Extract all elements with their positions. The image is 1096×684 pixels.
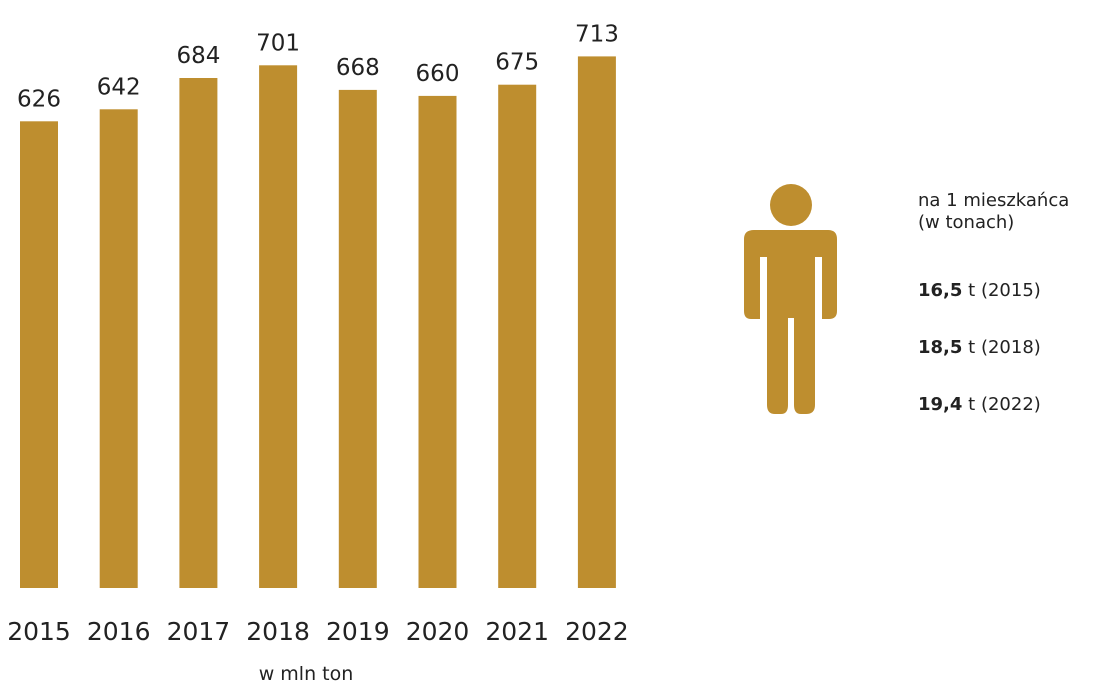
bar-2020	[418, 95, 457, 589]
bar-2018	[259, 65, 298, 589]
per-capita-year: (2022)	[980, 394, 1041, 415]
per-capita-entry: 18,5 t (2018)	[918, 337, 1041, 359]
x-tick-label-2021: 2021	[485, 617, 549, 646]
per-capita-unit: t	[962, 280, 976, 301]
x-tick-label-2018: 2018	[246, 617, 310, 646]
value-labels-group: 626 642 684 701 668 660 675 713	[17, 21, 619, 112]
per-capita-value: 19,4	[918, 394, 963, 415]
per-capita-year: (2015)	[980, 280, 1041, 301]
value-label-2015: 626	[17, 86, 61, 112]
per-capita-value: 16,5	[918, 280, 963, 301]
value-label-2021: 675	[495, 50, 539, 76]
value-label-2020: 660	[416, 61, 460, 87]
per-capita-value: 18,5	[918, 337, 963, 358]
value-label-2016: 642	[97, 74, 141, 100]
value-label-2018: 701	[256, 30, 300, 56]
per-capita-heading-line1: na 1 mieszkańca	[918, 190, 1070, 211]
x-tick-label-2016: 2016	[87, 617, 151, 646]
x-tick-label-2017: 2017	[167, 617, 231, 646]
value-label-2019: 668	[336, 55, 380, 81]
bar-2021	[498, 84, 537, 588]
x-tick-label-2019: 2019	[326, 617, 390, 646]
bar-2015	[20, 121, 58, 589]
per-capita-entry: 16,5 t (2015)	[918, 280, 1041, 302]
per-capita-panel: na 1 mieszkańca (w tonach) 16,5 t (2015)…	[918, 190, 1070, 415]
bars-group	[20, 56, 616, 589]
value-label-2017: 684	[176, 43, 220, 69]
x-tick-labels-group: 2015 2016 2017 2018 2019 2020 2021 2022	[7, 617, 629, 646]
x-tick-label-2020: 2020	[406, 617, 470, 646]
x-tick-label-2022: 2022	[565, 617, 629, 646]
x-tick-label-2015: 2015	[7, 617, 71, 646]
bar-2019	[338, 89, 377, 589]
bar-2017	[179, 78, 218, 588]
per-capita-heading-line2: (w tonach)	[918, 212, 1015, 233]
x-axis-unit-label: w mln ton	[259, 663, 354, 684]
bar-2016	[99, 109, 138, 589]
person-icon	[744, 184, 837, 414]
per-capita-unit: t	[962, 337, 976, 358]
value-label-2022: 713	[575, 21, 619, 47]
bar-2022	[577, 56, 616, 588]
per-capita-unit: t	[962, 394, 976, 415]
per-capita-year: (2018)	[980, 337, 1041, 358]
per-capita-entry: 19,4 t (2022)	[918, 394, 1041, 416]
